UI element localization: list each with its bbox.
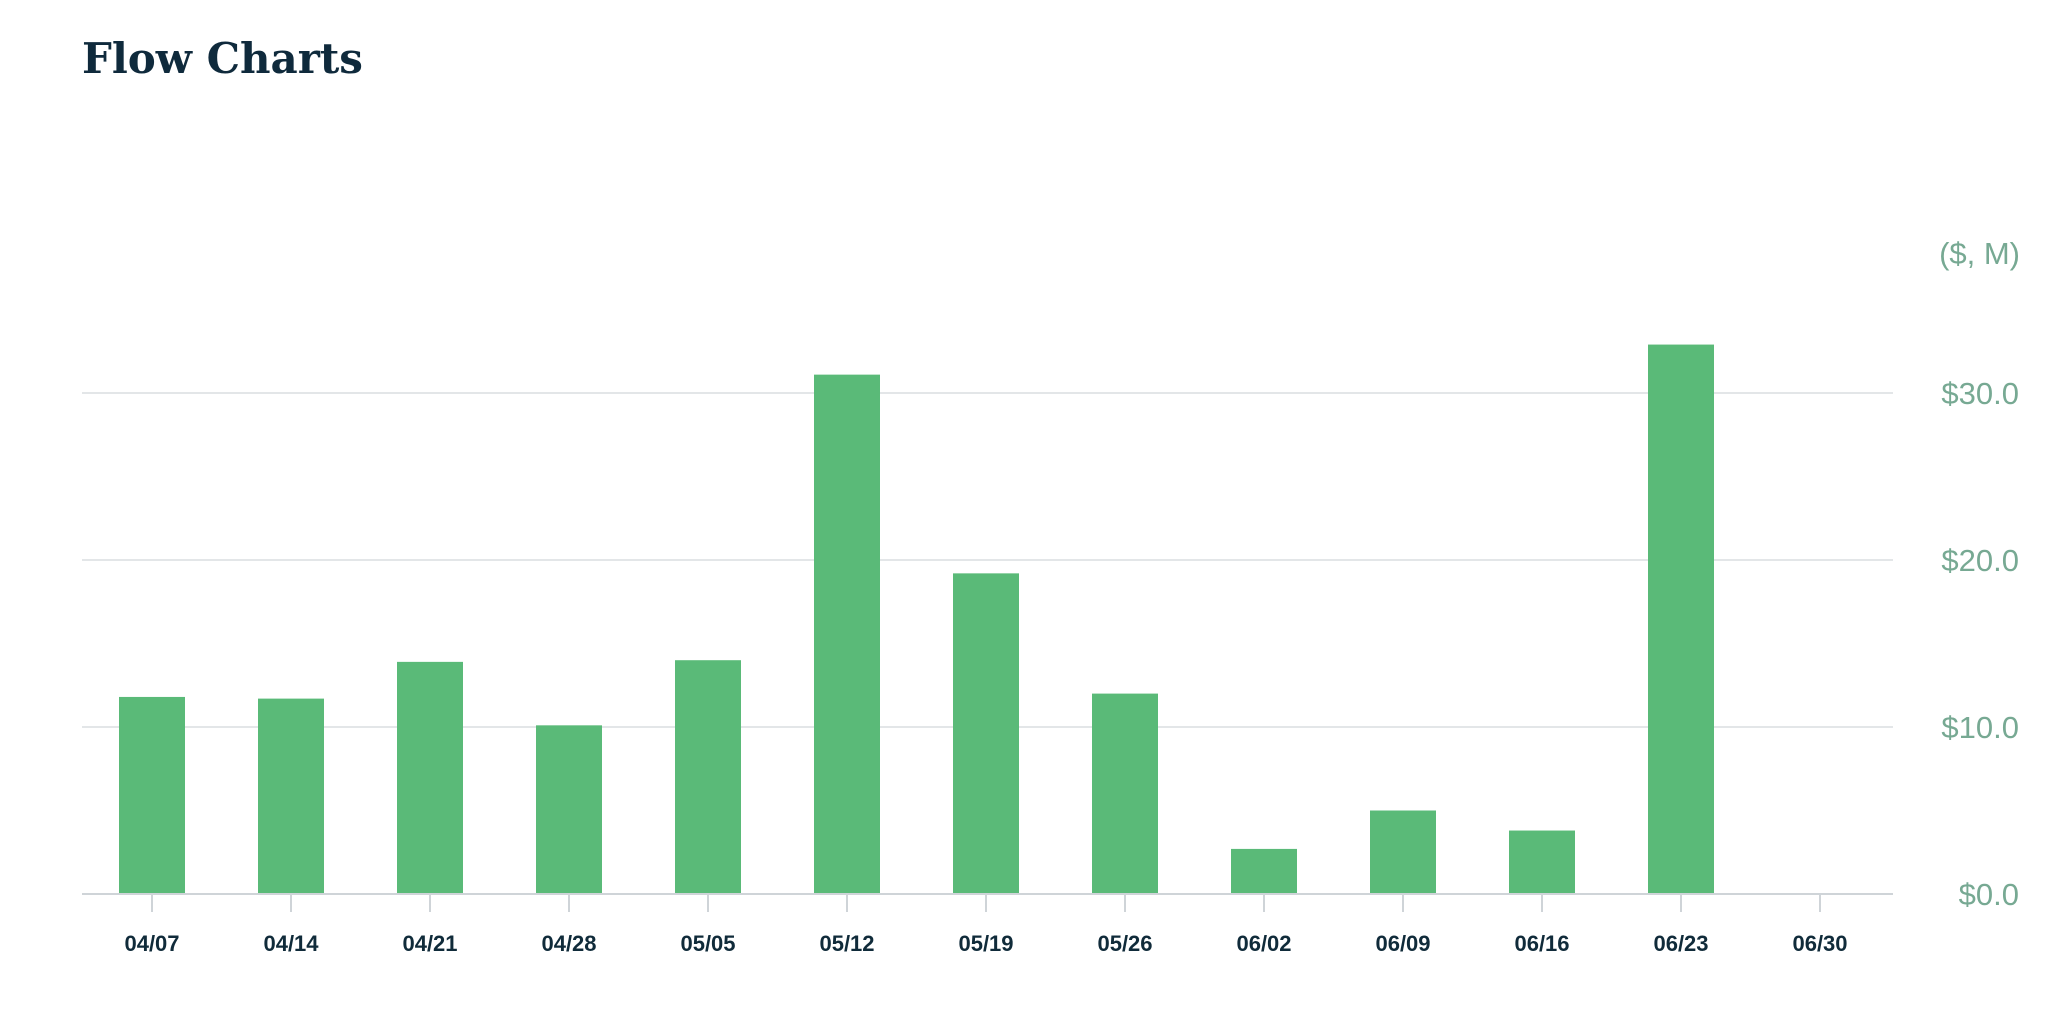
x-tick-label: 06/16 [1514,931,1569,956]
x-tick-label: 06/09 [1375,931,1430,956]
x-tick-label: 04/21 [402,931,457,956]
x-tick-label: 04/07 [124,931,179,956]
bar-05-19 [953,573,1019,894]
unit-label: ($, M) [1939,236,2020,271]
bar-05-26 [1092,693,1158,894]
bar-06-09 [1370,810,1436,894]
x-tick-label: 05/26 [1097,931,1152,956]
page-title: Flow Charts [82,34,363,83]
x-tick-label: 05/12 [819,931,874,956]
bar-04-14 [258,698,324,894]
bar-04-21 [397,661,463,894]
x-tick-label: 05/05 [680,931,735,956]
y-tick-label: $0.0 [1959,877,2019,912]
bar-04-07 [119,696,185,894]
x-tick-label: 05/19 [958,931,1013,956]
bar-05-12 [814,374,880,894]
bar-06-02 [1231,848,1297,894]
y-tick-label: $20.0 [1941,543,2019,578]
bar-04-28 [536,725,602,894]
y-axis-ticks: $0.0 $10.0 $20.0 $30.0 [1941,376,2019,912]
x-tick-label: 04/14 [263,931,319,956]
x-tick-label: 06/23 [1653,931,1708,956]
x-tick-label: 06/30 [1792,931,1847,956]
x-tick-label: 04/28 [541,931,596,956]
bar-06-16 [1509,830,1575,894]
x-axis: 04/07 04/14 04/21 04/28 05/05 05/12 05/19 05/26… [82,893,1893,956]
bars [119,344,1714,894]
bar-05-05 [675,660,741,894]
x-tick-label: 06/02 [1236,931,1291,956]
y-tick-label: $30.0 [1941,376,2019,411]
y-tick-label: $10.0 [1941,710,2019,745]
bar-06-23 [1648,344,1714,894]
